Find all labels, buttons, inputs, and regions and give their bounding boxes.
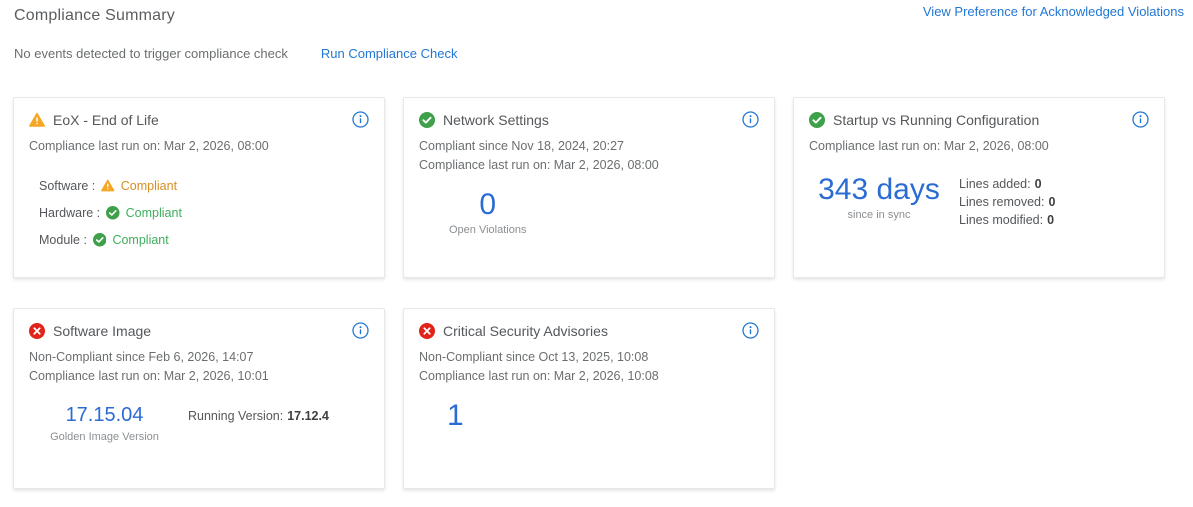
- success-icon: [419, 111, 435, 128]
- status-line-module: Module : Compliant: [39, 233, 369, 247]
- view-preference-link[interactable]: View Preference for Acknowledged Violati…: [922, 4, 1184, 19]
- detail-label: Lines added:: [959, 177, 1031, 191]
- status-value: Compliant: [120, 179, 178, 193]
- status-line-hardware: Hardware : Compliant: [39, 206, 369, 220]
- detail-label: Lines removed:: [959, 195, 1045, 209]
- metric-value: 1: [447, 399, 464, 432]
- detail-label: Lines modified:: [959, 213, 1044, 227]
- meta-line: Compliance last run on: Mar 2, 2026, 08:…: [29, 139, 269, 153]
- card-header: Software Image: [29, 322, 369, 339]
- detail-line: Lines added: 0: [959, 175, 1055, 193]
- status-list: Software : Compliant Hardware : Compliant Mo…: [39, 179, 369, 247]
- status-label: Hardware :: [39, 206, 101, 220]
- compliance-status-text: No events detected to trigger compliance…: [14, 46, 288, 61]
- status-value: Compliant: [112, 233, 169, 247]
- card-software-image: Software Image Non-Compliant since Feb 6…: [13, 308, 385, 489]
- metric-value: 0: [479, 188, 497, 221]
- card-startup-vs-running-configuration: Startup vs Running Configuration Complia…: [793, 97, 1165, 278]
- card-meta: Non-Compliant since Oct 13, 2025, 10:08 C…: [419, 348, 759, 386]
- card-body: 0 Open Violations: [449, 188, 759, 236]
- meta-line: Compliant since Nov 18, 2024, 20:27: [419, 139, 624, 153]
- metric-caption: Open Violations: [449, 224, 527, 236]
- info-icon[interactable]: [742, 111, 759, 128]
- info-icon[interactable]: [352, 111, 369, 128]
- info-icon[interactable]: [352, 322, 369, 339]
- meta-line: Compliance last run on: Mar 2, 2026, 10:…: [29, 369, 269, 383]
- meta-line: Compliance last run on: Mar 2, 2026, 10:…: [419, 369, 659, 383]
- warning-icon: [29, 112, 45, 128]
- meta-line: Non-Compliant since Feb 6, 2026, 14:07: [29, 350, 254, 364]
- card-title: Network Settings: [443, 111, 549, 128]
- card-title: Startup vs Running Configuration: [833, 111, 1040, 128]
- status-label: Module :: [39, 233, 87, 247]
- status-value: Compliant: [125, 206, 182, 220]
- info-icon[interactable]: [742, 322, 759, 339]
- card-title: EoX - End of Life: [53, 111, 159, 128]
- card-body: 1: [447, 399, 759, 432]
- metric: 0 Open Violations: [449, 188, 526, 236]
- success-icon: [809, 111, 825, 128]
- card-eox-end-of-life: EoX - End of Life Compliance last run on…: [13, 97, 385, 278]
- card-header: Network Settings: [419, 111, 759, 128]
- detail-line: Running Version: 17.12.4: [188, 407, 329, 425]
- detail-value: 0: [1048, 195, 1056, 209]
- card-title: Software Image: [53, 322, 152, 339]
- card-header: Critical Security Advisories: [419, 322, 759, 339]
- warning-icon: [101, 179, 115, 193]
- card-title: Critical Security Advisories: [443, 322, 608, 339]
- meta-line: Non-Compliant since Oct 13, 2025, 10:08: [419, 350, 649, 364]
- card-body: 343 days since in sync Lines added: 0 Lines …: [809, 173, 1149, 229]
- error-icon: [419, 322, 435, 339]
- card-meta: Compliant since Nov 18, 2024, 20:27 Compl…: [419, 137, 759, 175]
- meta-line: Compliance last run on: Mar 2, 2026, 08:…: [419, 158, 659, 172]
- status-label: Software :: [39, 179, 96, 193]
- metric-caption: Golden Image Version: [50, 431, 159, 443]
- card-body: 17.15.04 Golden Image Version Running Vers…: [47, 402, 369, 443]
- detail-line: Lines modified: 0: [959, 211, 1055, 229]
- success-icon: [92, 233, 107, 247]
- card-header: EoX - End of Life: [29, 111, 369, 128]
- metric: 343 days since in sync: [809, 173, 949, 221]
- metric-caption: since in sync: [847, 209, 911, 221]
- card-critical-security-advisories: Critical Security Advisories Non-Complia…: [403, 308, 775, 489]
- detail-line: Lines removed: 0: [959, 193, 1055, 211]
- status-line-software: Software : Compliant: [39, 179, 369, 193]
- card-meta: Non-Compliant since Feb 6, 2026, 14:07 Co…: [29, 348, 369, 386]
- detail-value: 0: [1034, 177, 1042, 191]
- compliance-check-row: No events detected to trigger compliance…: [14, 46, 457, 61]
- meta-line: Compliance last run on: Mar 2, 2026, 08:…: [809, 139, 1049, 153]
- detail-label: Running Version:: [188, 409, 284, 423]
- detail-value: 17.12.4: [287, 409, 329, 423]
- card-meta: Compliance last run on: Mar 2, 2026, 08:…: [29, 137, 369, 156]
- info-icon[interactable]: [1132, 111, 1149, 128]
- page-title: Compliance Summary: [14, 7, 175, 24]
- metric: 1: [447, 399, 464, 432]
- card-header: Startup vs Running Configuration: [809, 111, 1149, 128]
- cards-grid: EoX - End of Life Compliance last run on…: [13, 97, 1165, 489]
- run-compliance-check-link[interactable]: Run Compliance Check: [320, 46, 458, 61]
- card-meta: Compliance last run on: Mar 2, 2026, 08:…: [809, 137, 1149, 156]
- metric-value: 343 days: [818, 173, 940, 206]
- detail-list: Lines added: 0 Lines removed: 0 Lines modifi…: [959, 173, 1055, 229]
- detail-value: 0: [1047, 213, 1055, 227]
- metric: 17.15.04 Golden Image Version: [47, 402, 162, 443]
- detail-list: Running Version: 17.12.4: [188, 402, 329, 425]
- success-icon: [106, 206, 120, 220]
- error-icon: [29, 322, 45, 339]
- card-network-settings: Network Settings Compliant since Nov 18,…: [403, 97, 775, 278]
- metric-value: 17.15.04: [65, 404, 144, 426]
